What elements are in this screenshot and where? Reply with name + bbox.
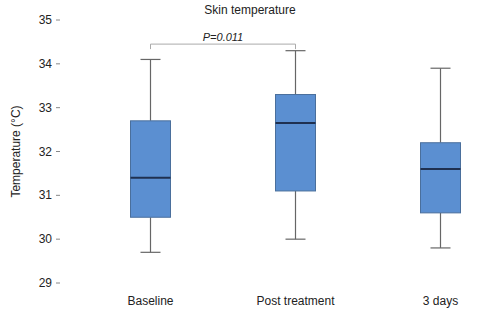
y-tick-label: 30: [39, 232, 53, 246]
x-tick-label: Post treatment: [256, 294, 335, 308]
chart: Skin temperature Temperature (°C) 29 30 31 32…: [0, 0, 500, 312]
whisker-lower: [440, 213, 441, 248]
significance-bracket: [151, 44, 296, 49]
median: [131, 177, 171, 179]
whisker-upper: [150, 59, 151, 120]
y-tick: [56, 283, 60, 284]
whisker-cap-max: [141, 59, 161, 60]
x-tick-label: 3 days: [423, 294, 458, 308]
box: [421, 143, 461, 213]
y-tick: [56, 63, 60, 64]
y-tick-label: 32: [39, 145, 53, 159]
y-tick-label: 29: [39, 276, 53, 290]
y-tick-label: 33: [39, 101, 53, 115]
y-tick: [56, 195, 60, 196]
title: Skin temperature: [204, 3, 296, 17]
box: [131, 121, 171, 217]
annotation: P=0.011: [203, 31, 243, 43]
y-tick-label: 31: [39, 188, 53, 202]
whisker-lower: [295, 191, 296, 239]
y-tick-label: 34: [39, 57, 53, 71]
whisker-cap-min: [431, 247, 451, 248]
whisker-cap-max: [431, 68, 451, 69]
whisker-upper: [440, 68, 441, 143]
whisker-cap-min: [141, 252, 161, 253]
y-tick: [56, 151, 60, 152]
box: [276, 95, 316, 191]
y-tick: [56, 20, 60, 21]
whisker-upper: [295, 51, 296, 95]
whisker-cap-min: [286, 239, 306, 240]
y-tick: [56, 239, 60, 240]
y-tick: [56, 107, 60, 108]
median: [276, 122, 316, 124]
y-tick-label: 35: [39, 13, 53, 27]
plot-area: [131, 51, 461, 253]
median: [421, 168, 461, 170]
whisker-cap-max: [286, 50, 306, 51]
x-tick-label: Baseline: [127, 294, 173, 308]
y-axis-label: Temperature (°C): [9, 105, 23, 197]
whisker-lower: [150, 217, 151, 252]
